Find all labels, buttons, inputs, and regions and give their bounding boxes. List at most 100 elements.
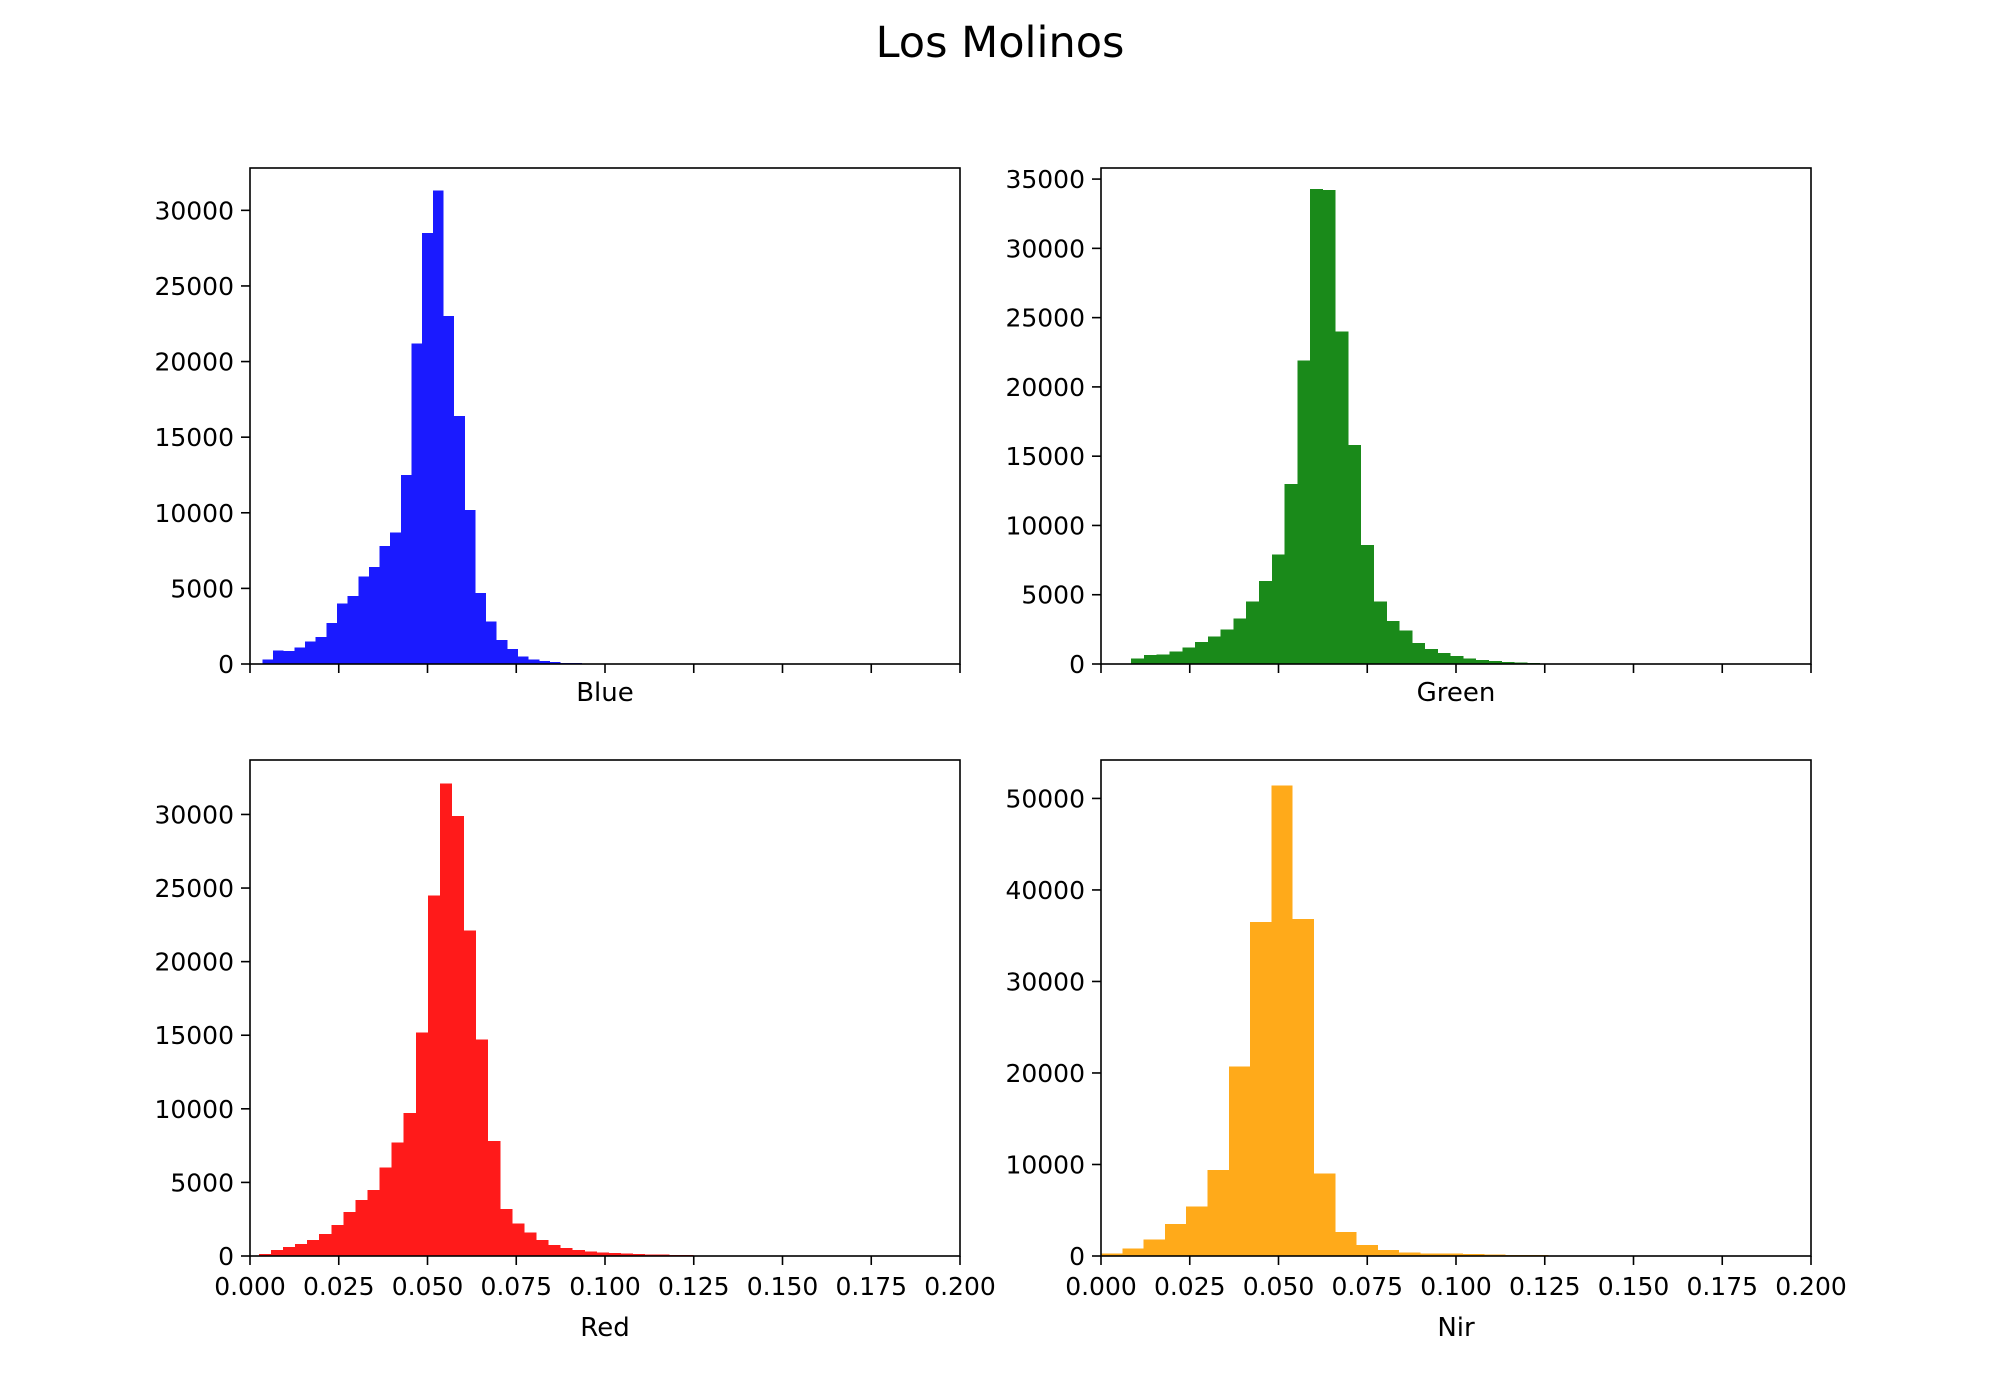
y-tick-label: 10000: [154, 499, 234, 528]
x-tick-label: 0.200: [924, 1272, 996, 1301]
histogram-bar: [1437, 652, 1451, 664]
histogram-bar: [1322, 190, 1336, 664]
y-tick-label: 0: [218, 1242, 234, 1271]
x-tick-label: 0.075: [1331, 1272, 1403, 1301]
histogram-bar: [548, 1244, 561, 1256]
histogram-bar: [1228, 1066, 1251, 1256]
x-tick-label: 0.025: [303, 1272, 375, 1301]
subplot-green: 0 5000 10000 15000 20000 25000 30000 35000 Green: [1005, 165, 1812, 708]
histogram-bar: [1476, 659, 1490, 664]
histogram-bar: [475, 592, 487, 664]
histogram-bar: [1335, 331, 1349, 664]
histogram-bar: [305, 641, 316, 664]
histogram-bar: [439, 783, 452, 1256]
y-tick-label: 25000: [154, 874, 234, 903]
x-tick-label: 0.150: [1598, 1272, 1670, 1301]
histogram-bar: [454, 416, 465, 664]
y-tick-label: 20000: [1005, 1059, 1085, 1088]
histogram-bar: [1182, 647, 1196, 664]
histogram-bar: [270, 1250, 284, 1256]
histogram-bar: [368, 567, 380, 664]
y-tick-label: 15000: [1005, 442, 1085, 471]
histogram-bar: [315, 636, 327, 664]
histogram-bar: [411, 343, 423, 664]
y-tick-label: 20000: [154, 348, 234, 377]
y-tick-label: 15000: [154, 1021, 234, 1050]
y-tick-label: 30000: [1005, 234, 1085, 263]
histogram-bar: [1186, 1206, 1208, 1256]
histogram-bar: [1314, 1173, 1336, 1256]
histogram-bar: [367, 1189, 380, 1256]
y-tick-label: 25000: [1005, 304, 1085, 333]
x-tick-label: 0.000: [1065, 1272, 1137, 1301]
y-tick-label: 5000: [170, 574, 234, 603]
histogram-bar: [608, 1253, 621, 1256]
y-tick-label: 0: [1069, 1242, 1085, 1271]
x-axis-label: Green: [1417, 678, 1496, 708]
y-tick-label: 10000: [1005, 1150, 1085, 1179]
x-tick-label: 0.200: [1775, 1272, 1847, 1301]
y-tick-label: 5000: [1021, 581, 1085, 610]
y-tick-label: 35000: [1005, 165, 1085, 194]
y-tick-label: 30000: [1005, 967, 1085, 996]
histogram-bar: [358, 576, 369, 664]
histogram-bar: [443, 316, 455, 664]
histogram-bar: [507, 648, 519, 664]
histogram-bar: [1207, 636, 1221, 664]
histogram-bar: [518, 656, 529, 664]
axes-frame: [249, 167, 961, 665]
histogram-bar: [539, 660, 550, 664]
histogram-bar: [1463, 658, 1477, 664]
histogram-bar: [1169, 651, 1183, 664]
histogram-bar: [1284, 483, 1298, 664]
histogram-bar: [1292, 919, 1314, 1256]
x-tick-label: 0.175: [835, 1272, 907, 1301]
histogram-bar: [326, 623, 337, 664]
histogram-bar: [476, 1039, 489, 1256]
histogram-bar: [1271, 785, 1293, 1256]
histogram-bar: [331, 1225, 344, 1256]
histogram-bar: [486, 621, 497, 664]
histogram-bar: [379, 546, 391, 664]
histogram-bar: [1156, 654, 1170, 664]
histogram-bar: [283, 1247, 296, 1256]
histogram-bar: [379, 1167, 392, 1256]
y-tick-label: 10000: [154, 1095, 234, 1124]
x-axis-label: Red: [580, 1313, 629, 1343]
x-axis-label: Blue: [576, 678, 634, 708]
histogram-bar: [1250, 921, 1272, 1256]
histogram-bar: [645, 1254, 658, 1256]
histogram-bar: [584, 1251, 597, 1256]
histogram-bar: [1412, 643, 1426, 664]
histogram-bar: [1310, 188, 1323, 665]
x-tick-label: 0.000: [214, 1272, 286, 1301]
subplot-blue: 0 5000 10000 15000 20000 25000 30000 Blue: [154, 167, 961, 708]
x-tick-label: 0.100: [569, 1272, 641, 1301]
histogram-bar: [347, 595, 359, 664]
x-tick-label: 0.175: [1686, 1272, 1758, 1301]
histogram-bar: [633, 1254, 646, 1256]
histogram-bar: [1489, 661, 1502, 664]
histogram-bar: [1233, 618, 1247, 664]
x-tick-label: 0.075: [480, 1272, 552, 1301]
axes-frame: [1100, 167, 1812, 665]
histogram-bar: [390, 532, 401, 664]
histogram-bar: [1122, 1248, 1144, 1256]
histogram-bar: [258, 1253, 271, 1256]
histogram-bar: [1399, 630, 1413, 664]
y-tick-label: 20000: [154, 948, 234, 977]
histogram-bar: [273, 650, 284, 664]
histogram-bar: [1386, 621, 1400, 664]
histogram-bar: [1361, 544, 1374, 664]
histogram-bar: [1450, 656, 1464, 664]
histogram-bar: [596, 1252, 609, 1256]
histogram-bar: [451, 815, 465, 1256]
histogram-bar: [1501, 661, 1515, 664]
histogram-bar: [572, 1250, 585, 1256]
histogram-bar: [464, 930, 477, 1256]
histogram-bar: [1271, 554, 1285, 664]
histogram-bar: [262, 659, 274, 664]
histogram-bar: [1335, 1232, 1357, 1256]
histogram-bar: [1164, 1223, 1187, 1256]
